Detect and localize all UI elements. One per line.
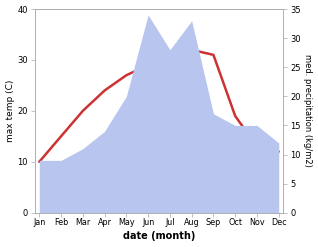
Y-axis label: med. precipitation (kg/m2): med. precipitation (kg/m2): [303, 54, 313, 167]
X-axis label: date (month): date (month): [123, 231, 195, 242]
Y-axis label: max temp (C): max temp (C): [5, 80, 15, 142]
